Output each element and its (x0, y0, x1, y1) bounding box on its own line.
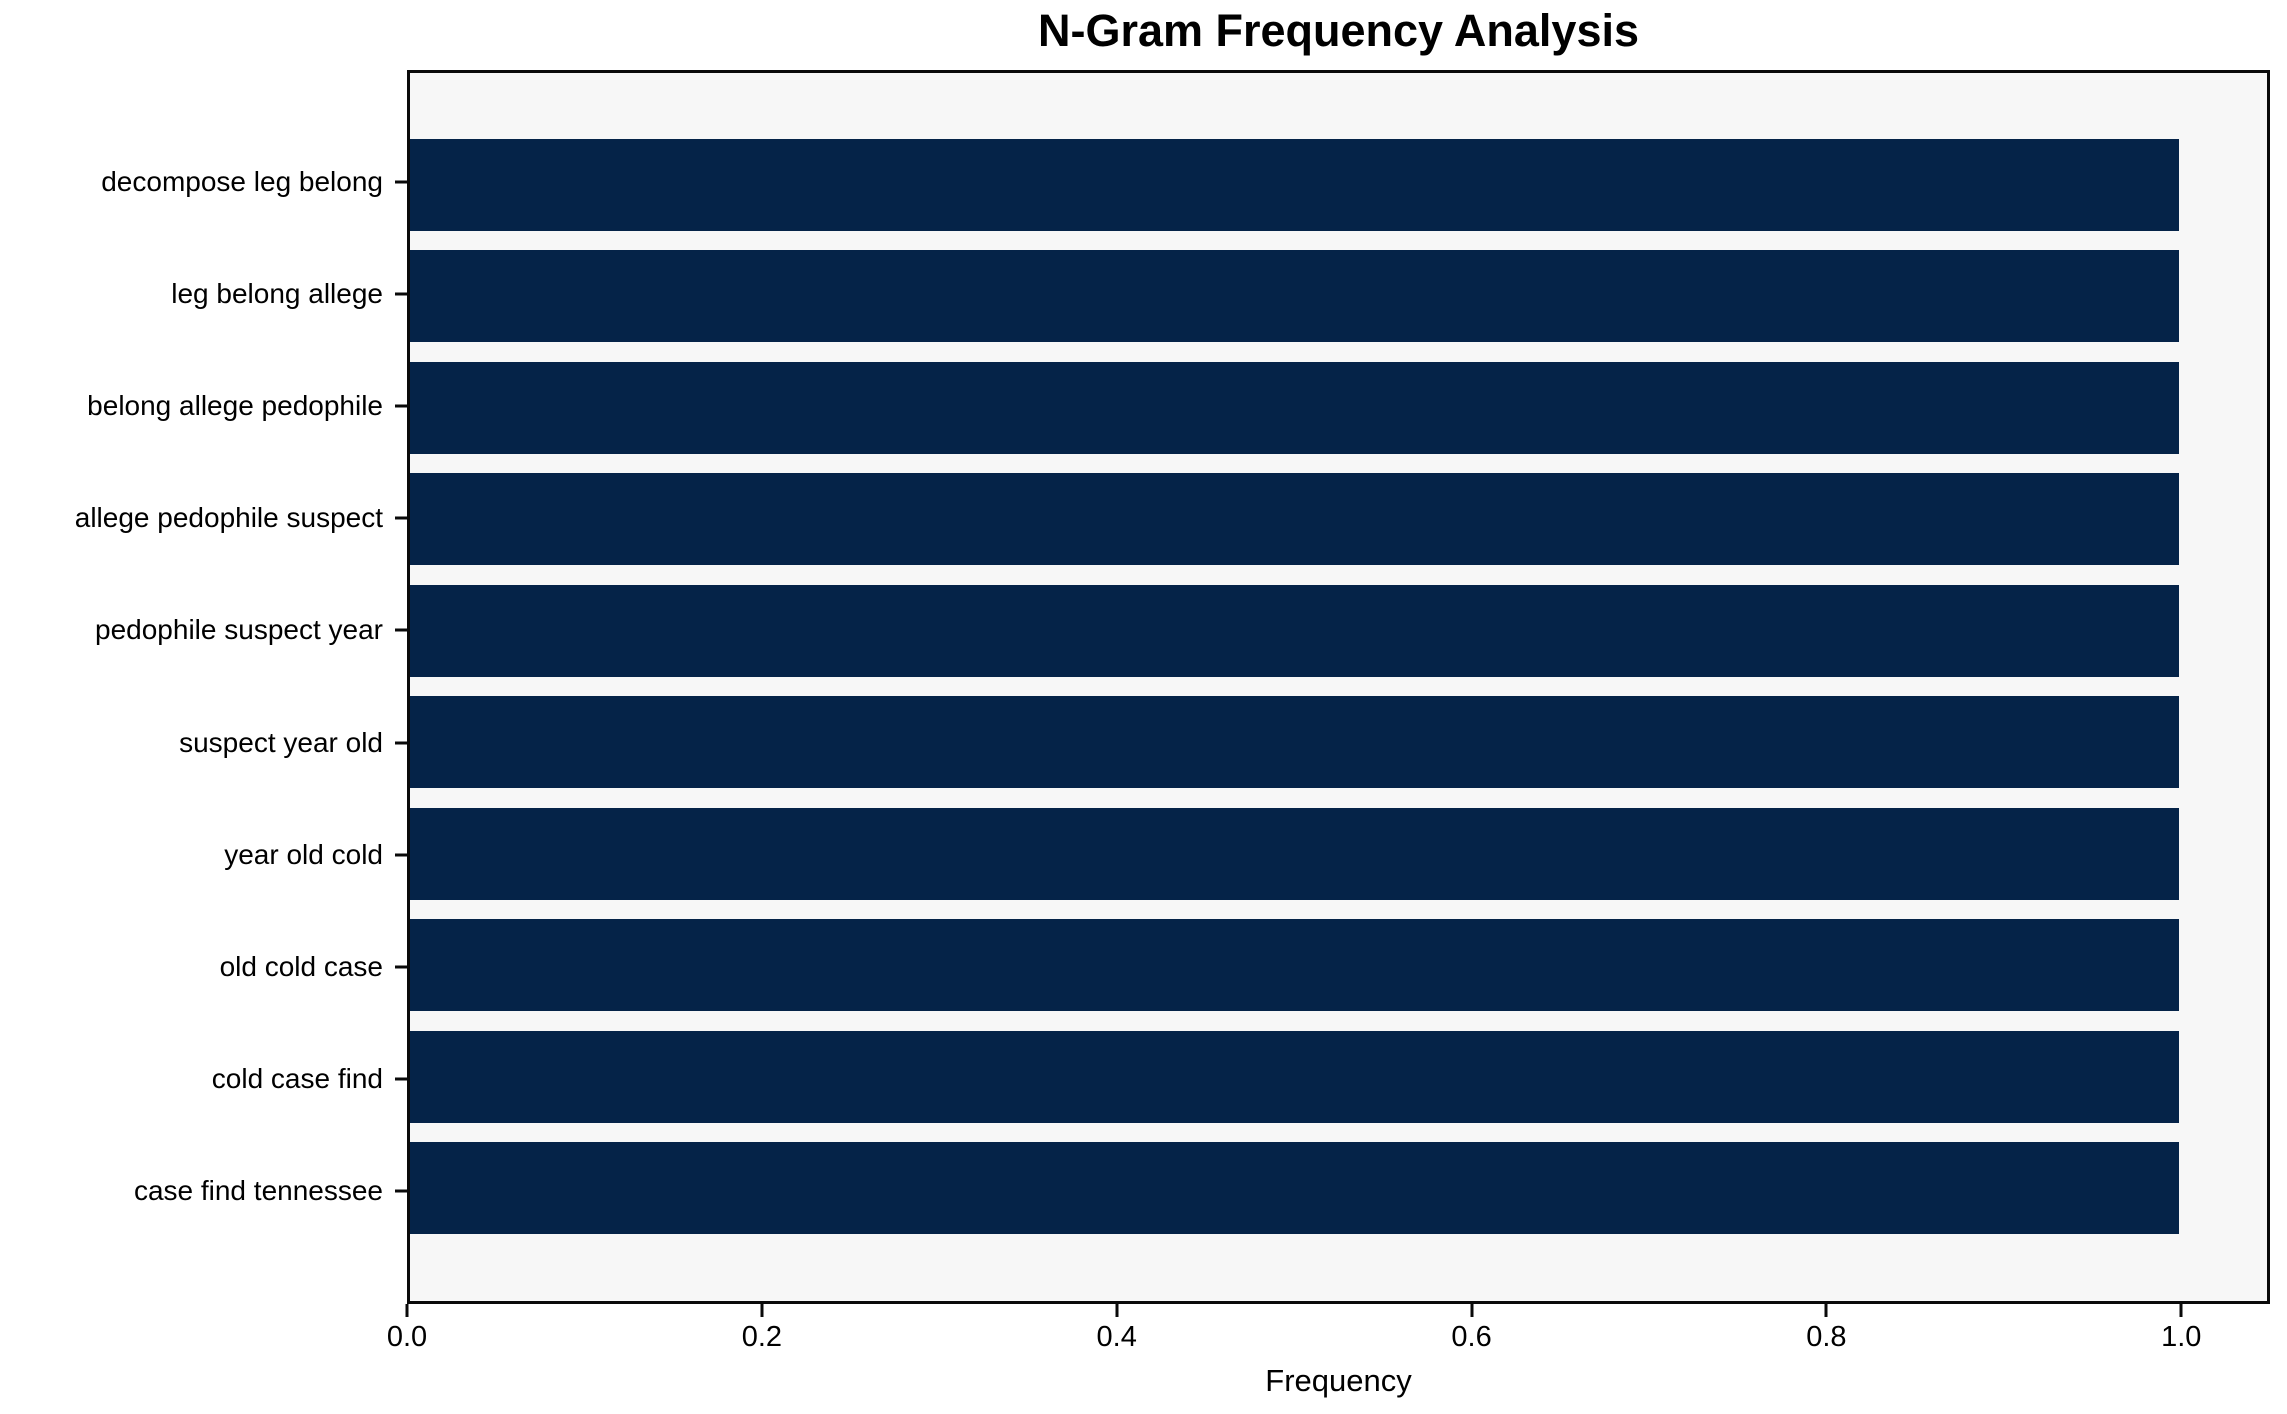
y-tick-mark (395, 965, 407, 969)
bar (410, 807, 2179, 900)
x-tick-mark (1824, 1304, 1828, 1317)
bar (410, 584, 2179, 677)
x-axis-ticks (405, 1304, 2270, 1317)
bar (410, 1142, 2179, 1235)
bar (410, 696, 2179, 789)
bar-row (410, 241, 2267, 353)
chart-title: N-Gram Frequency Analysis (1037, 5, 1640, 56)
y-tick-mark (395, 1077, 407, 1081)
x-tick-mark (1115, 1304, 1119, 1317)
bar-row (410, 798, 2267, 910)
x-tick-label: 0.0 (386, 1321, 428, 1353)
bar (410, 1030, 2179, 1123)
y-tick-mark (395, 516, 407, 520)
bar (410, 138, 2179, 231)
bar-row (410, 464, 2267, 576)
y-tick-label: leg belong allege (171, 278, 383, 310)
y-tick-label: year old cold (224, 838, 383, 870)
x-tick-label: 0.2 (741, 1321, 783, 1353)
x-tick-mark (405, 1304, 409, 1317)
y-axis-labels: decompose leg belong leg belong allege bel… (0, 70, 383, 1304)
y-tick-label: case find tennessee (133, 1174, 383, 1206)
bar-row (410, 910, 2267, 1022)
y-tick-mark (395, 628, 407, 632)
y-tick-mark (395, 1189, 407, 1193)
bars-area (410, 73, 2267, 1301)
bar (410, 250, 2179, 343)
y-tick-label: belong allege pedophile (87, 390, 383, 422)
y-tick-label: allege pedophile suspect (74, 502, 383, 534)
x-tick-label: 0.4 (1096, 1321, 1137, 1353)
y-tick-mark (395, 292, 407, 296)
bar-row (410, 687, 2267, 799)
bar (410, 473, 2179, 566)
bar-row (410, 575, 2267, 687)
y-tick-label: cold case find (211, 1062, 383, 1094)
bar-row (410, 352, 2267, 464)
axes (407, 70, 2270, 1304)
bar-row (410, 129, 2267, 241)
y-tick-label: decompose leg belong (101, 166, 383, 198)
y-tick-label: old cold case (219, 950, 383, 982)
y-tick-label: pedophile suspect year (95, 614, 383, 646)
y-tick-mark (395, 404, 407, 408)
x-tick-mark (1470, 1304, 1474, 1317)
y-tick-mark (395, 853, 407, 857)
bar-row (410, 1133, 2267, 1245)
x-tick-mark (760, 1304, 764, 1317)
x-axis-labels: 0.0 0.2 0.4 0.6 0.8 1.0 (387, 1321, 2270, 1357)
bar-row (410, 1021, 2267, 1133)
bar (410, 919, 2179, 1012)
x-tick-label: 0.6 (1451, 1321, 1492, 1353)
x-tick-mark (2179, 1304, 2183, 1317)
x-tick-label: 0.8 (1806, 1321, 1847, 1353)
x-tick-label: 1.0 (2161, 1321, 2202, 1353)
y-axis-ticks (395, 70, 407, 1304)
y-tick-label: suspect year old (179, 726, 383, 758)
bar (410, 361, 2179, 454)
x-axis-title: Frequency (1265, 1363, 1412, 1398)
y-tick-mark (395, 741, 407, 745)
y-tick-mark (395, 180, 407, 184)
